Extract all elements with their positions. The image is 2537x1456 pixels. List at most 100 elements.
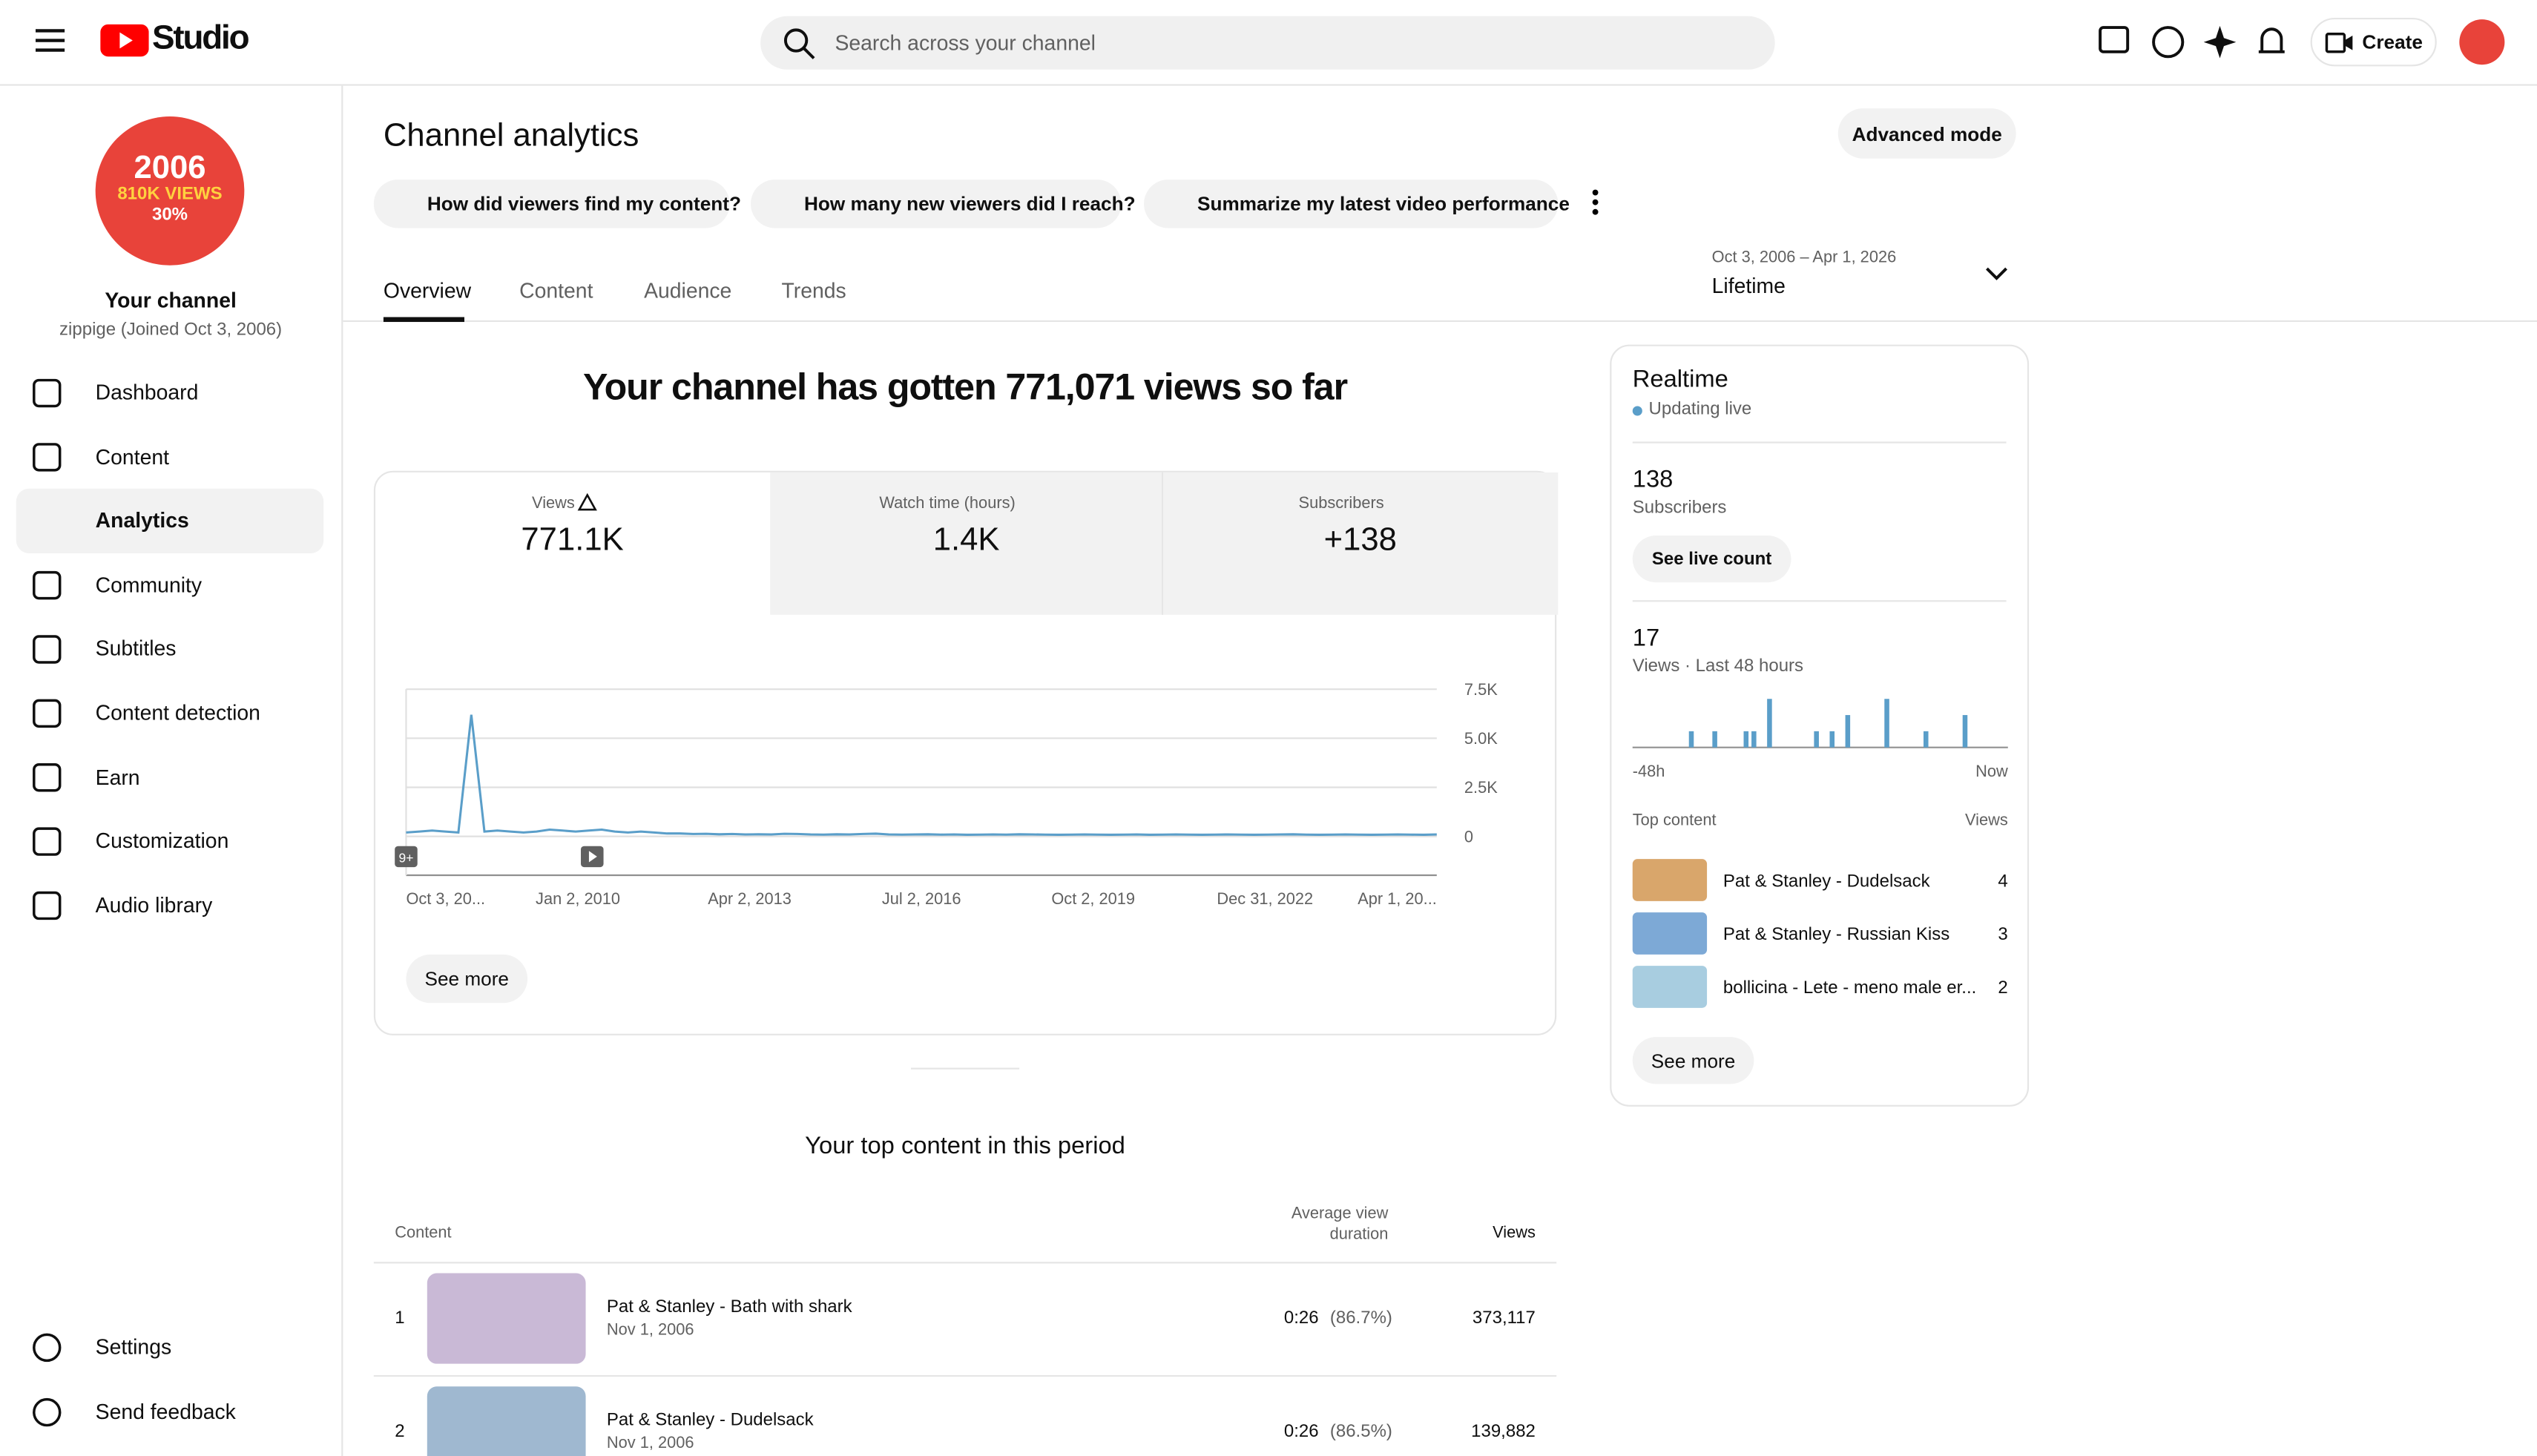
header-icons[interactable]	[2097, 24, 2291, 60]
metric-value: +138	[1323, 522, 1397, 559]
nav-icon	[33, 570, 62, 600]
create-icon	[2325, 33, 2353, 53]
thumbnail[interactable]	[427, 1386, 586, 1456]
more-button[interactable]	[1590, 188, 1600, 217]
nav-icon	[33, 1333, 62, 1363]
realtime-see-more[interactable]: See more	[1632, 1037, 1754, 1084]
logo-text[interactable]: Studio	[152, 19, 250, 57]
see-live-count-button[interactable]: See live count	[1632, 535, 1791, 583]
date-range[interactable]: Oct 3, 2006 – Apr 1, 2026	[1711, 248, 1897, 267]
views-column: Views	[1964, 811, 2008, 830]
bar	[1884, 699, 1889, 748]
video-date: Nov 1, 2006	[606, 1434, 694, 1453]
rank: 2	[395, 1422, 405, 1442]
marker-label: 9+	[399, 851, 414, 866]
nav-icon	[33, 635, 62, 664]
nav-item[interactable]: Content detection	[95, 700, 260, 725]
nav-item[interactable]: Analytics	[95, 508, 189, 533]
thumbnail[interactable]	[1632, 859, 1708, 901]
nav-item[interactable]: Customization	[95, 829, 229, 853]
page-title: Channel analytics	[383, 118, 639, 154]
search-placeholder: Search across your channel	[835, 30, 1096, 56]
realtime-status: Updating live	[1648, 399, 1752, 419]
x-label: -48h	[1633, 762, 1665, 780]
views: 373,117	[1472, 1308, 1536, 1328]
y-tick-label: 2.5K	[1464, 778, 1498, 797]
account-avatar[interactable]	[2459, 19, 2505, 65]
header-divider	[0, 84, 2537, 86]
video-title[interactable]: Pat & Stanley - Dudelsack	[606, 1410, 814, 1431]
subscriber-label: Subscribers	[1632, 498, 1727, 518]
avatar-line: 30%	[151, 205, 188, 225]
nav-icon	[33, 827, 62, 856]
row-divider	[373, 1374, 1557, 1377]
y-tick-label: 0	[1464, 827, 1473, 846]
create-label: Create	[2362, 30, 2423, 53]
bar	[1962, 715, 1968, 748]
tab[interactable]: Trends	[781, 278, 846, 303]
tab[interactable]: Overview	[383, 278, 472, 303]
column-header: Average view duration	[1291, 1205, 1389, 1245]
channel-avatar: 2006 810K VIEWS 30%	[95, 116, 245, 266]
create-button[interactable]: Create	[2310, 17, 2437, 67]
duration: 0:26	[1283, 1422, 1319, 1442]
nav-item[interactable]: Send feedback	[95, 1399, 236, 1424]
realtime-card	[1610, 344, 2030, 1107]
period-dropdown[interactable]	[1985, 266, 2008, 282]
see-more-button[interactable]: See more	[406, 954, 528, 1004]
nav-item[interactable]: Settings	[95, 1334, 172, 1360]
metric-label: Subscribers	[1298, 495, 1384, 513]
nav-item[interactable]: Audio library	[95, 892, 213, 918]
item-title[interactable]: bollicina - Lete - meno male er...	[1722, 978, 1977, 998]
nav-item[interactable]: Earn	[95, 764, 140, 789]
metric-tab-bg[interactable]	[1163, 472, 1558, 615]
metric-tab-bg[interactable]	[769, 472, 1164, 615]
x-tick-label: Oct 2, 2019	[1051, 889, 1135, 908]
column-header: Views	[1493, 1225, 1536, 1243]
thumbnail[interactable]	[1632, 966, 1708, 1008]
duration-percent: (86.5%)	[1329, 1422, 1392, 1442]
nav-active-bg	[16, 489, 324, 554]
search-box[interactable]: Search across your channel	[760, 16, 1775, 70]
tab[interactable]: Audience	[644, 278, 732, 303]
item-views: 3	[1998, 925, 2008, 945]
menu-button[interactable]	[35, 27, 65, 53]
nav-item[interactable]: Content	[95, 444, 170, 469]
x-tick-label: Oct 3, 20...	[406, 889, 485, 908]
bar	[1923, 731, 1929, 748]
item-views: 2	[1998, 978, 2008, 998]
nav-item[interactable]: Community	[95, 572, 203, 597]
item-title[interactable]: Pat & Stanley - Dudelsack	[1722, 872, 1930, 892]
column-header: Content	[395, 1225, 452, 1243]
y-tick-label: 5.0K	[1464, 729, 1498, 748]
warning-icon	[577, 493, 597, 511]
x-tick-label: Jul 2, 2016	[882, 889, 961, 908]
bar	[1767, 699, 1772, 748]
prompt-chip[interactable]	[751, 179, 1122, 228]
prompt-label[interactable]: How did viewers find my content?	[427, 192, 742, 216]
top-content-label: Top content	[1632, 811, 1717, 830]
nav-item[interactable]: Subtitles	[95, 636, 177, 661]
prompt-label[interactable]: Summarize my latest video performance	[1197, 192, 1570, 216]
tab[interactable]: Content	[519, 278, 593, 303]
duration: 0:26	[1283, 1308, 1319, 1328]
rank: 1	[395, 1308, 405, 1328]
live-dot	[1632, 406, 1642, 416]
x-tick-label: Apr 1, 20...	[1358, 889, 1437, 908]
nav-icon	[33, 763, 62, 792]
thumbnail[interactable]	[1632, 912, 1708, 955]
prompt-chip[interactable]	[373, 179, 730, 228]
period[interactable]: Lifetime	[1711, 273, 1786, 298]
realtime-title: Realtime	[1632, 365, 1728, 394]
thumbnail[interactable]	[427, 1273, 586, 1364]
video-date: Nov 1, 2006	[606, 1321, 694, 1340]
chart-card	[373, 470, 1557, 1035]
prompt-label[interactable]: How many new viewers did I reach?	[804, 192, 1136, 216]
prompt-chip[interactable]	[1144, 179, 1559, 228]
bar	[1712, 731, 1717, 748]
item-title[interactable]: Pat & Stanley - Russian Kiss	[1722, 925, 1950, 945]
video-title[interactable]: Pat & Stanley - Bath with shark	[606, 1297, 852, 1317]
nav-item[interactable]: Dashboard	[95, 380, 199, 405]
advanced-mode-button[interactable]: Advanced mode	[1837, 108, 2016, 159]
